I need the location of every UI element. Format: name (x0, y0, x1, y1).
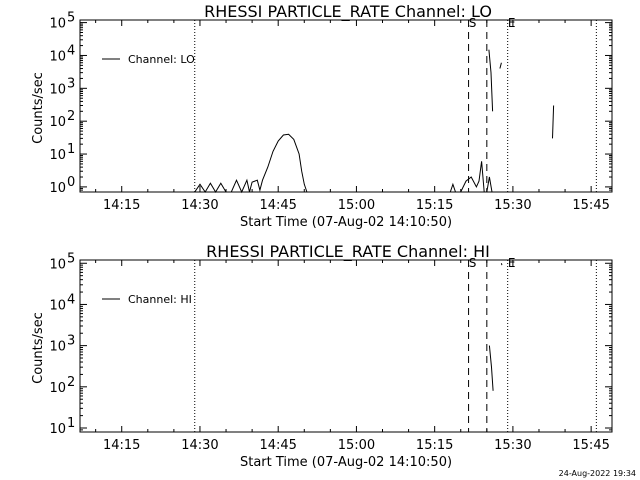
legend: Channel: HI (102, 293, 192, 306)
panel-hi-xlabel: Start Time (07-Aug-02 14:10:50) (240, 455, 452, 470)
x-tick-label: 15:00 (338, 198, 375, 213)
x-tick-label: 15:45 (572, 198, 609, 213)
y-tick-label: 10 (49, 257, 66, 272)
y-tick-label: 10 (49, 49, 66, 64)
legend: Channel: LO (102, 53, 195, 66)
x-tick-label: 15:15 (416, 198, 453, 213)
x-tick-label: 14:15 (103, 198, 140, 213)
y-tick-exponent: 1 (67, 416, 75, 431)
y-tick-exponent: 5 (67, 251, 75, 266)
x-tick-label: 15:15 (416, 438, 453, 453)
y-tick-label: 10 (49, 298, 66, 313)
plot-frame (79, 259, 613, 433)
y-tick-exponent: 4 (67, 43, 75, 58)
series-segment (488, 49, 494, 112)
x-tick-label: 14:45 (259, 438, 296, 453)
y-tick-exponent: 2 (67, 109, 75, 124)
y-tick-label: 10 (49, 17, 66, 32)
panel-lo-title: RHESSI PARTICLE_RATE Channel: LO (204, 2, 492, 22)
panel-hi-title: RHESSI PARTICLE_RATE Channel: HI (206, 242, 490, 262)
event-marker-label: S (469, 16, 477, 30)
y-tick-label: 10 (49, 181, 66, 196)
event-marker-label: E (508, 16, 516, 30)
series-line (80, 133, 612, 194)
legend-label: Channel: LO (128, 53, 195, 66)
event-marker-label: E (508, 256, 516, 270)
y-tick-label: 10 (49, 82, 66, 97)
series-segment (500, 263, 503, 266)
panel-lo-ylabel: Counts/sec (31, 72, 46, 144)
y-tick-label: 10 (49, 340, 66, 355)
x-tick-label: 15:00 (338, 438, 375, 453)
event-marker-label: S (469, 256, 477, 270)
x-tick-label: 14:45 (259, 198, 296, 213)
y-tick-label: 10 (49, 148, 66, 163)
series-segment (499, 62, 502, 69)
y-tick-label: 10 (49, 381, 66, 396)
footer-date: 24-Aug-2022 19:34 (559, 469, 636, 478)
x-tick-label: 14:15 (103, 438, 140, 453)
x-tick-label: 15:30 (494, 198, 531, 213)
plot-frame (79, 19, 613, 193)
panel-hi-ylabel: Counts/sec (31, 312, 46, 384)
y-tick-exponent: 2 (67, 375, 75, 390)
x-tick-label: 15:45 (572, 438, 609, 453)
y-tick-exponent: 4 (67, 292, 75, 307)
y-tick-label: 10 (49, 115, 66, 130)
panel-hi: RHESSI PARTICLE_RATE Channel: HI Start T… (31, 242, 613, 470)
series-line (488, 345, 494, 391)
y-tick-exponent: 3 (67, 334, 75, 349)
y-tick-exponent: 1 (67, 142, 75, 157)
panel-lo-xlabel: Start Time (07-Aug-02 14:10:50) (240, 215, 452, 230)
series-segment (552, 105, 555, 139)
y-tick-exponent: 5 (67, 11, 75, 26)
y-tick-exponent: 0 (67, 175, 75, 190)
x-tick-label: 14:30 (181, 198, 218, 213)
x-tick-label: 15:30 (494, 438, 531, 453)
y-tick-exponent: 3 (67, 76, 75, 91)
panel-lo: RHESSI PARTICLE_RATE Channel: LO Start T… (31, 2, 613, 230)
legend-label: Channel: HI (128, 293, 192, 306)
y-tick-label: 10 (49, 422, 66, 437)
x-tick-label: 14:30 (181, 438, 218, 453)
